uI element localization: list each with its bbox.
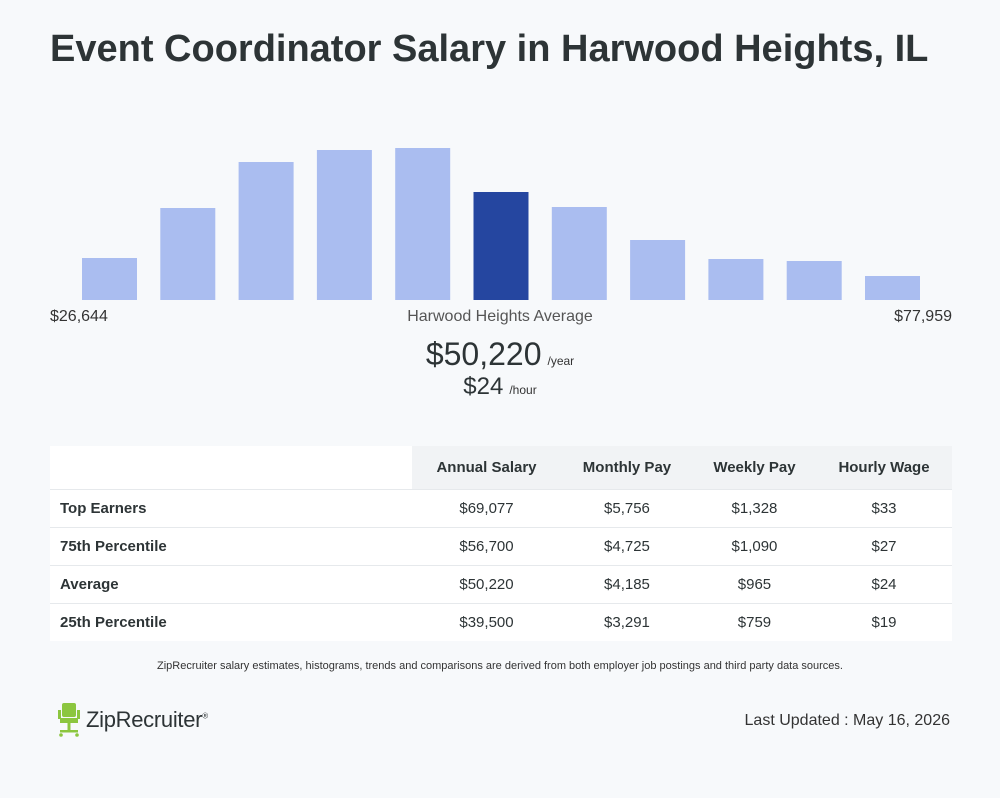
table-header-blank <box>50 446 412 490</box>
table-row: Top Earners $69,077 $5,756 $1,328 $33 <box>50 489 952 528</box>
histogram-max-label: $77,959 <box>894 308 952 325</box>
histogram-bar <box>160 208 216 300</box>
cell-hourly: $27 <box>816 527 952 566</box>
row-label: 75th Percentile <box>50 527 412 566</box>
row-label: Top Earners <box>50 489 412 528</box>
disclaimer-text: ZipRecruiter salary estimates, histogram… <box>157 660 843 672</box>
cell-weekly: $759 <box>692 603 816 641</box>
table-header-hourly: Hourly Wage <box>816 446 952 490</box>
cell-weekly: $1,090 <box>692 527 816 566</box>
cell-monthly: $3,291 <box>561 603 693 641</box>
histogram-min-label: $26,644 <box>50 308 108 325</box>
histogram-bar <box>82 258 137 300</box>
cell-annual: $69,077 <box>412 489 561 528</box>
table-row: 75th Percentile $56,700 $4,725 $1,090 $2… <box>50 527 952 566</box>
histogram-bar <box>238 162 294 300</box>
histogram-bar <box>395 148 451 300</box>
table-header-row: Annual Salary Monthly Pay Weekly Pay Hou… <box>50 446 952 490</box>
cell-weekly: $965 <box>692 565 816 604</box>
cell-hourly: $19 <box>816 603 952 641</box>
cell-annual: $56,700 <box>412 527 561 566</box>
average-annual-value: $50,220 <box>425 336 542 372</box>
cell-hourly: $33 <box>816 489 952 528</box>
histogram-bar-average <box>473 192 529 300</box>
ziprecruiter-logo[interactable]: ZipRecruiter® <box>58 702 208 738</box>
histogram-bar <box>786 261 842 300</box>
table-row: 25th Percentile $39,500 $3,291 $759 $19 <box>50 603 952 641</box>
average-hourly-value: $24 <box>463 373 504 400</box>
cell-weekly: $1,328 <box>692 489 816 528</box>
histogram-bar <box>708 259 764 300</box>
average-caption: Harwood Heights Average <box>407 308 593 325</box>
salary-table: Annual Salary Monthly Pay Weekly Pay Hou… <box>50 446 952 641</box>
average-annual-unit: /year <box>547 354 575 368</box>
cell-monthly: $4,185 <box>561 565 693 604</box>
average-hourly-unit: /hour <box>509 383 537 397</box>
cell-annual: $39,500 <box>412 603 561 641</box>
cell-hourly: $24 <box>816 565 952 604</box>
table-header-weekly: Weekly Pay <box>692 446 816 490</box>
cell-monthly: $4,725 <box>561 527 693 566</box>
logo-text: ZipRecruiter® <box>86 707 208 732</box>
cell-monthly: $5,756 <box>561 489 693 528</box>
histogram-bar <box>316 150 372 300</box>
row-label: Average <box>50 565 412 604</box>
histogram-bar <box>865 276 920 300</box>
page-title: Event Coordinator Salary in Harwood Heig… <box>50 28 929 70</box>
table-header-annual: Annual Salary <box>412 446 561 490</box>
histogram-bar <box>551 207 607 300</box>
chair-icon <box>58 703 80 737</box>
average-annual: $50,220/year <box>0 336 1000 373</box>
table-header-monthly: Monthly Pay <box>561 446 693 490</box>
salary-histogram <box>82 148 920 300</box>
table-row: Average $50,220 $4,185 $965 $24 <box>50 565 952 604</box>
histogram-bar <box>630 240 686 300</box>
row-label: 25th Percentile <box>50 603 412 641</box>
last-updated: Last Updated : May 16, 2026 <box>744 712 950 729</box>
cell-annual: $50,220 <box>412 565 561 604</box>
average-hourly: $24/hour <box>0 373 1000 401</box>
